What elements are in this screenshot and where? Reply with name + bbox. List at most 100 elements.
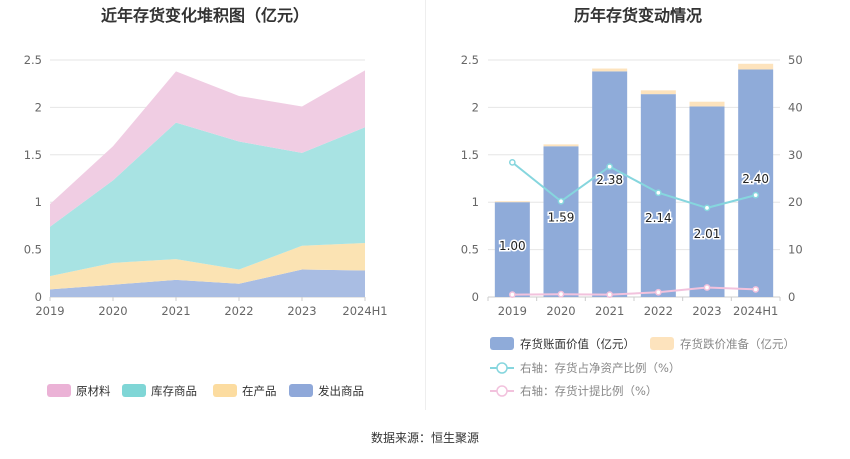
right-x-tick-label: 2021 [595, 304, 624, 318]
bar-book-value [592, 71, 628, 297]
left-x-tick-label: 2021 [161, 304, 190, 318]
left-y-tick-label: 0 [35, 290, 42, 304]
bar-data-label: 2.40 [742, 172, 769, 186]
left-y-tick-label: 2.5 [24, 53, 42, 67]
legend-swatch [47, 384, 71, 397]
line-point [606, 291, 614, 298]
left-legend-item[interactable]: 在产品 [213, 384, 277, 398]
right-x-tick-label: 2023 [692, 304, 721, 318]
left-x-tick-label: 2022 [224, 304, 253, 318]
legend-marker [496, 362, 508, 374]
left-y-axis-ticks: 0 0.5 1 1.5 2 2.5 [24, 53, 42, 304]
legend-label: 发出商品 [318, 384, 364, 398]
line-point [654, 288, 662, 296]
right-x-tick-label: 2020 [546, 304, 575, 318]
left-chart-title: 近年存货变化堆积图（亿元） [101, 6, 309, 25]
left-legend-item[interactable]: 库存商品 [122, 384, 197, 398]
bar-book-value [494, 202, 530, 297]
bar-book-value [738, 69, 774, 297]
right-y-tick-label: 1 [472, 195, 479, 209]
area-在产品 [50, 243, 365, 290]
right-y-tick-label: 2.5 [461, 53, 479, 67]
right-y2-tick-label: 10 [788, 243, 803, 257]
legend-label: 库存商品 [151, 384, 197, 398]
line-series [512, 286, 756, 296]
left-x-tick-label: 2024H1 [342, 304, 387, 318]
right-line-series [508, 159, 760, 298]
line-point [703, 284, 711, 291]
area-原材料 [50, 70, 365, 227]
right-y-tick-label: 0 [472, 290, 479, 304]
right-y-tick-label: 1.5 [461, 148, 479, 162]
left-x-axis-ticks: 2019 2020 2021 2022 2023 2024H1 [35, 297, 388, 318]
right-y-tick-label: 2 [472, 100, 479, 114]
left-x-tick-label: 2023 [287, 304, 316, 318]
right-x-tick-label: 2019 [498, 304, 527, 318]
legend-label: 右轴：存货计提比例（%） [520, 384, 657, 398]
bar-book-value [689, 106, 725, 298]
bar-data-label: 1.59 [548, 210, 575, 224]
left-y-tick-label: 1.5 [24, 148, 42, 162]
legend-label: 存货账面价值（亿元） [520, 337, 635, 351]
legend-swatch [122, 384, 146, 397]
line-series [511, 161, 756, 209]
right-x-tick-label: 2022 [644, 304, 673, 318]
right-legend-item[interactable]: 存货跌价准备（亿元） [650, 337, 795, 351]
right-y2-tick-label: 20 [788, 195, 803, 209]
bar-data-label: 2.38 [596, 173, 623, 187]
right-y2-tick-label: 50 [788, 53, 803, 67]
bar-data-label: 2.14 [645, 211, 672, 225]
left-y-tick-label: 2 [35, 100, 42, 114]
left-area-series [50, 70, 365, 297]
legend-swatch [289, 384, 313, 397]
right-bar-series [494, 63, 774, 298]
legend-label: 原材料 [76, 384, 111, 398]
line-point [508, 159, 516, 166]
area-库存商品 [50, 122, 365, 277]
right-x-tick-label: 2024H1 [733, 304, 778, 318]
bar-data-label: 1.00 [499, 239, 526, 253]
line-point [606, 163, 614, 170]
right-chart-title: 历年存货变动情况 [574, 6, 702, 25]
line-point [508, 291, 516, 298]
right-legend-item[interactable]: 存货账面价值（亿元） [490, 337, 635, 351]
bar-impairment-reserve [543, 144, 579, 147]
legend-swatch [650, 337, 674, 350]
bar-book-value [543, 146, 579, 297]
stacked-area-chart: 近年存货变化堆积图（亿元） 00.511.522.5 2019 2020 2021 2… [24, 6, 388, 398]
right-legend: 存货账面价值（亿元） 存货跌价准备（亿元）右轴：存货占净资产比例（%） 右轴：存货计… [490, 337, 795, 398]
data-source-footer: 数据来源：恒生聚源 [371, 430, 479, 445]
right-y2-tick-label: 0 [788, 290, 795, 304]
right-data-labels: 1.00 1.59 2.38 2.14 2.01 2.40 [497, 171, 770, 255]
right-x-axis-ticks: 2019 2020 2021 2022 2023 2024H1 [487, 297, 781, 318]
right-y2-tick-label: 40 [788, 100, 803, 114]
line-point [654, 189, 662, 197]
bar-data-label: 2.01 [694, 227, 721, 241]
left-y-tick-label: 1 [35, 195, 42, 209]
left-y-tick-label: 0.5 [24, 243, 42, 257]
bar-impairment-reserve [738, 63, 774, 70]
right-y-tick-label: 0.5 [461, 243, 479, 257]
line-point [752, 191, 760, 199]
area-发出商品 [50, 269, 365, 297]
line-point [703, 204, 711, 212]
legend-swatch [490, 337, 514, 350]
legend-label: 存货跌价准备（亿元） [680, 337, 795, 351]
left-legend: 原材料 库存商品 在产品 发出商品 [47, 384, 364, 398]
right-legend-item[interactable]: 右轴：存货计提比例（%） [490, 384, 657, 398]
left-legend-item[interactable]: 原材料 [47, 384, 111, 398]
left-x-tick-label: 2020 [98, 304, 127, 318]
bar-impairment-reserve [689, 101, 725, 107]
legend-marker [496, 385, 508, 397]
left-x-tick-label: 2019 [35, 304, 64, 318]
left-legend-item[interactable]: 发出商品 [289, 384, 364, 398]
line-point [557, 290, 565, 298]
right-secondary-y-axis-ticks: 0 10 20 30 40 50 [788, 53, 803, 304]
bar-impairment-reserve [640, 90, 676, 95]
bar-impairment-reserve [592, 68, 628, 72]
legend-label: 在产品 [242, 384, 277, 398]
legend-swatch [213, 384, 237, 397]
right-legend-item[interactable]: 右轴：存货占净资产比例（%） [490, 361, 680, 375]
